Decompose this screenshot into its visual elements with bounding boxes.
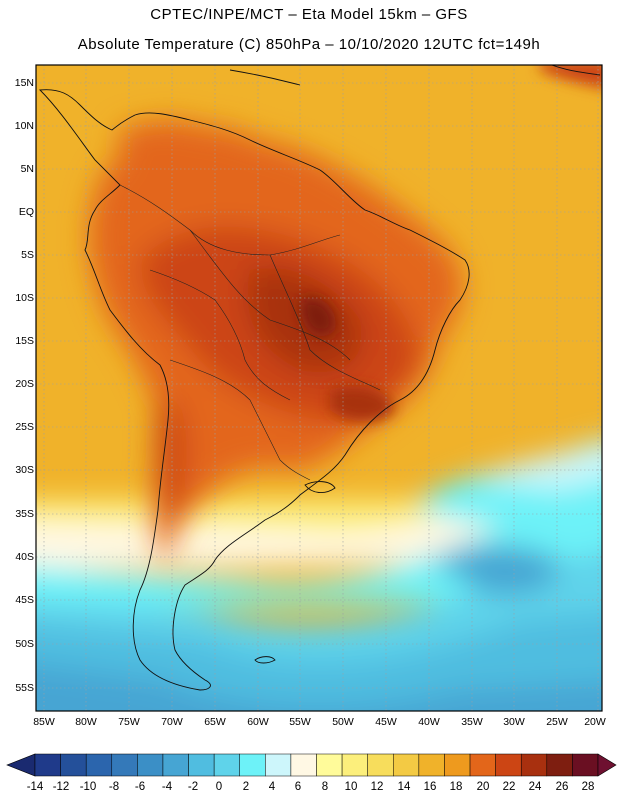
lat-label-10n: 10N xyxy=(14,120,34,132)
colorbar-swatch xyxy=(111,753,138,777)
lat-label-20s: 20S xyxy=(15,378,34,390)
coastline xyxy=(39,65,601,691)
lat-label-45s: 45S xyxy=(15,594,34,606)
colorbar-label: 28 xyxy=(581,781,595,793)
colorbar-swatch xyxy=(239,753,266,777)
colorbar-swatch xyxy=(316,753,343,777)
colorbar-swatch xyxy=(290,753,317,777)
colorbar-label: 2 xyxy=(242,781,250,793)
lon-label-20w: 20W xyxy=(584,716,606,728)
colorbar-swatch xyxy=(265,753,292,777)
colorbar-label: 10 xyxy=(344,781,358,793)
lat-label-15s: 15S xyxy=(15,335,34,347)
lat-label-50s: 50S xyxy=(15,638,34,650)
colorbar xyxy=(6,753,617,777)
colorbar-label: 16 xyxy=(423,781,437,793)
lat-label-10s: 10S xyxy=(15,292,34,304)
colorbar-swatch xyxy=(213,753,240,777)
colorbar-label: 6 xyxy=(294,781,302,793)
lat-label-25s: 25S xyxy=(15,421,34,433)
lon-label-70w: 70W xyxy=(161,716,183,728)
lon-label-35w: 35W xyxy=(461,716,483,728)
lat-label-5n: 5N xyxy=(20,163,34,175)
map-title: CPTEC/INPE/MCT – Eta Model 15km – GFS xyxy=(150,6,468,23)
colorbar-label: 18 xyxy=(449,781,463,793)
colorbar-label: 14 xyxy=(397,781,411,793)
colorbar-label: -10 xyxy=(79,781,97,793)
colorbar-swatch xyxy=(60,753,87,777)
colorbar-label: -12 xyxy=(52,781,70,793)
colorbar-swatch xyxy=(341,753,368,777)
colorbar-label: -6 xyxy=(134,781,146,793)
temperature-field xyxy=(36,65,602,711)
colorbar-label: 8 xyxy=(321,781,329,793)
lon-label-30w: 30W xyxy=(503,716,525,728)
lat-label-35s: 35S xyxy=(15,508,34,520)
lat-label-55s: 55S xyxy=(15,682,34,694)
colorbar-label: -2 xyxy=(187,781,199,793)
colorbar-swatch xyxy=(162,753,189,777)
colorbar-swatch xyxy=(572,753,599,777)
lat-label-40s: 40S xyxy=(15,551,34,563)
lon-label-40w: 40W xyxy=(418,716,440,728)
colorbar-label: -14 xyxy=(26,781,44,793)
colorbar-swatch xyxy=(520,753,548,777)
lat-label-30s: 30S xyxy=(15,464,34,476)
colorbar-over-arrow xyxy=(597,753,617,777)
colorbar-swatch xyxy=(34,753,61,777)
country-borders xyxy=(119,184,381,481)
colorbar-swatch xyxy=(444,753,471,777)
map-frame xyxy=(35,64,603,712)
colorbar-label: 4 xyxy=(268,781,276,793)
colorbar-label: 22 xyxy=(502,781,516,793)
lat-label-eq: EQ xyxy=(18,206,34,218)
colorbar-swatch xyxy=(367,753,394,777)
lon-label-80w: 80W xyxy=(75,716,97,728)
colorbar-swatch xyxy=(85,753,113,777)
colorbar-label: 20 xyxy=(476,781,490,793)
colorbar-label: -4 xyxy=(161,781,173,793)
colorbar-label: 12 xyxy=(370,781,384,793)
map-subtitle: Absolute Temperature (C) 850hPa – 10/10/… xyxy=(77,36,541,53)
lon-label-25w: 25W xyxy=(546,716,568,728)
lat-label-15n: 15N xyxy=(14,77,34,89)
colorbar-label: 24 xyxy=(528,781,542,793)
lon-label-60w: 60W xyxy=(247,716,269,728)
lon-label-65w: 65W xyxy=(204,716,226,728)
colorbar-under-arrow xyxy=(6,753,36,777)
colorbar-label: 26 xyxy=(555,781,569,793)
colorbar-swatch xyxy=(188,753,215,777)
lon-label-55w: 55W xyxy=(289,716,311,728)
colorbar-swatch xyxy=(393,753,420,777)
lat-label-5s: 5S xyxy=(21,249,34,261)
colorbar-swatch xyxy=(469,753,496,777)
colorbar-swatch xyxy=(137,753,164,777)
colorbar-label: -8 xyxy=(108,781,120,793)
lon-label-75w: 75W xyxy=(118,716,140,728)
colorbar-swatch xyxy=(495,753,522,777)
colorbar-swatch xyxy=(546,753,573,777)
lon-label-50w: 50W xyxy=(332,716,354,728)
colorbar-label: 0 xyxy=(215,781,223,793)
lon-label-85w: 85W xyxy=(33,716,55,728)
lon-label-45w: 45W xyxy=(375,716,397,728)
colorbar-swatch xyxy=(418,753,445,777)
